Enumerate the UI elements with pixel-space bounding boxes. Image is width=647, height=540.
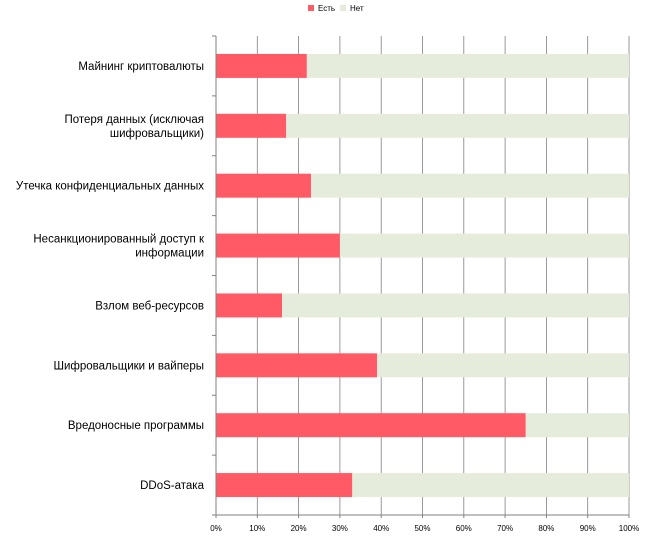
category-label-7: DDoS-атака xyxy=(140,480,204,492)
bar-yes-6 xyxy=(216,413,526,438)
bar-yes-2 xyxy=(216,173,311,198)
category-label-line: Шифровальщики и вайперы xyxy=(53,360,204,372)
legend-label-no: Нет xyxy=(350,4,364,13)
category-label-line: Несанкционированный доступ к xyxy=(33,234,205,246)
x-tick-labels: 0% 10% 20% 30% 40% 50% 60% 70% 80% 90% 100% xyxy=(210,524,639,533)
x-tick-label-1: 10% xyxy=(249,524,265,533)
x-tick-label-0: 0% xyxy=(210,524,222,533)
bars xyxy=(216,53,629,498)
category-label-line: DDoS-атака xyxy=(140,480,204,492)
bar-yes-7 xyxy=(216,473,353,498)
legend-swatch-no xyxy=(340,5,346,11)
bar-yes-5 xyxy=(216,353,378,378)
bar-yes-1 xyxy=(216,113,287,138)
category-label-0: Майнинг криптовалюты xyxy=(78,61,204,73)
bar-no-6 xyxy=(525,413,629,438)
x-tick-label-2: 20% xyxy=(291,524,307,533)
category-label-2: Утечка конфиденциальных данных xyxy=(16,181,204,193)
bar-yes-4 xyxy=(216,293,283,318)
category-label-1: Потеря данных (исключая шифровальщики) xyxy=(64,114,204,140)
category-label-5: Шифровальщики и вайперы xyxy=(53,360,204,372)
bar-yes-3 xyxy=(216,233,340,258)
gridlines xyxy=(215,36,630,515)
category-label-line: Вредоносные программы xyxy=(68,420,204,432)
bar-no-7 xyxy=(352,473,629,498)
category-label-line: шифровальщики) xyxy=(110,128,204,140)
x-tick-label-6: 60% xyxy=(456,524,472,533)
category-label-line: Утечка конфиденциальных данных xyxy=(16,181,204,193)
bar-no-3 xyxy=(339,233,629,258)
legend-label-yes: Есть xyxy=(318,4,335,13)
x-tick-label-3: 30% xyxy=(332,524,348,533)
x-tick-label-5: 50% xyxy=(414,524,430,533)
bar-no-5 xyxy=(377,353,629,378)
category-label-line: информации xyxy=(135,248,204,260)
bar-no-1 xyxy=(286,113,629,138)
axes xyxy=(212,35,630,518)
category-label-line: Взлом веб-ресурсов xyxy=(95,300,204,312)
legend-swatch-yes xyxy=(308,5,314,11)
x-tick-label-4: 40% xyxy=(373,524,389,533)
bar-no-0 xyxy=(306,53,629,78)
bar-no-4 xyxy=(282,293,629,318)
category-labels: Майнинг криптовалюты Потеря данных (исклю… xyxy=(16,61,205,492)
category-label-6: Вредоносные программы xyxy=(68,420,204,432)
legend: Есть Нет xyxy=(308,4,364,13)
x-tick-label-9: 90% xyxy=(580,524,596,533)
category-label-4: Взлом веб-ресурсов xyxy=(95,300,204,312)
bar-no-2 xyxy=(310,173,629,198)
category-label-line: Майнинг криптовалюты xyxy=(78,61,204,73)
x-tick-label-10: 100% xyxy=(619,524,639,533)
bar-yes-0 xyxy=(216,53,307,78)
category-label-line: Потеря данных (исключая xyxy=(64,114,204,126)
category-label-3: Несанкционированный доступ к информации xyxy=(33,234,205,260)
x-tick-label-7: 70% xyxy=(497,524,513,533)
x-tick-label-8: 80% xyxy=(538,524,554,533)
